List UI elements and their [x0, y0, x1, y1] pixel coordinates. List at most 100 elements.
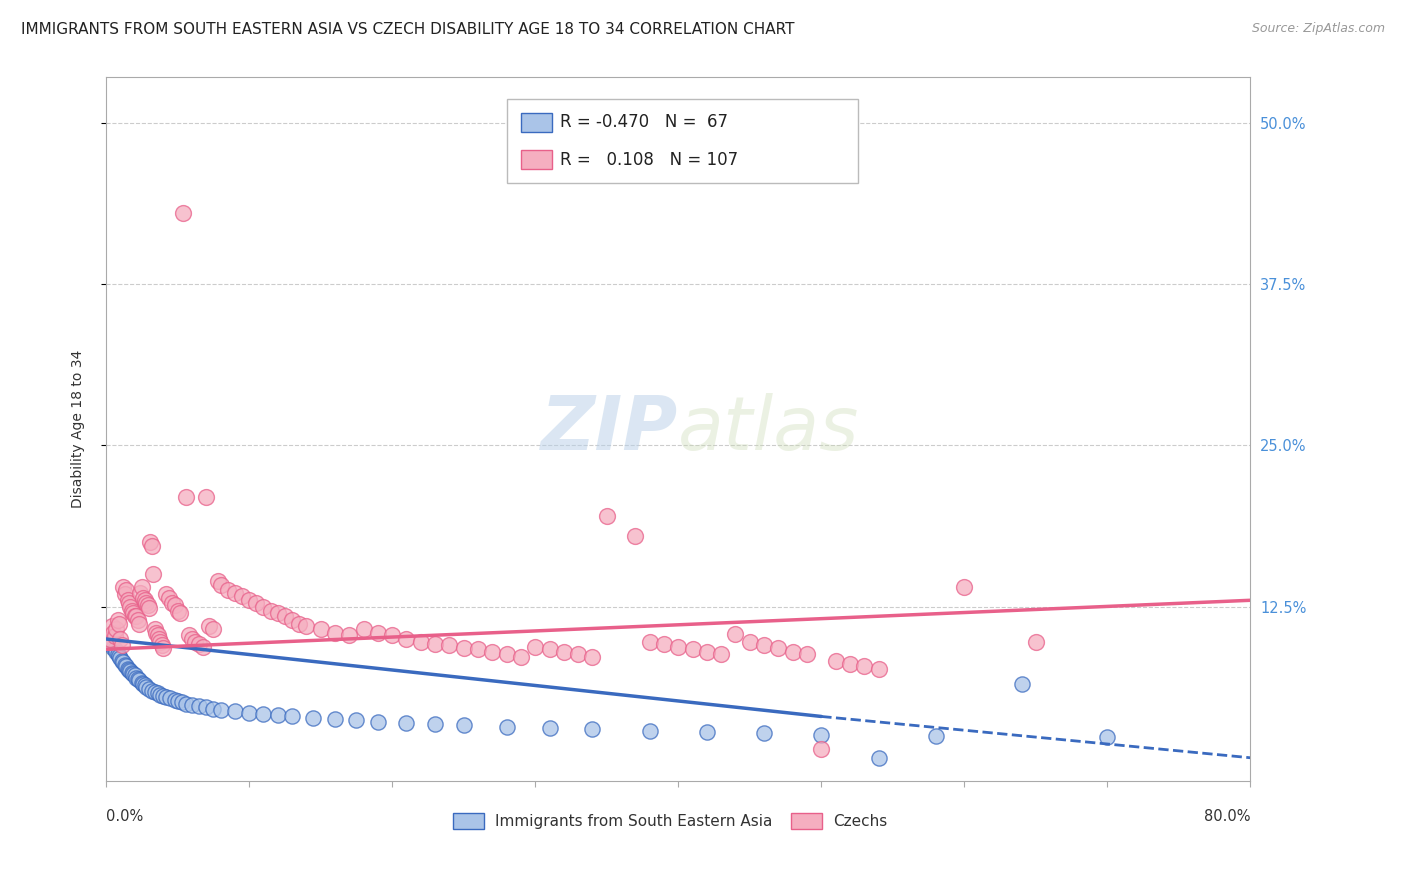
Point [395, 632, 418, 646]
Point [281, 709, 304, 723]
Point [96, 634, 118, 648]
Point [110, 651, 132, 665]
Point [103, 625, 125, 640]
Point [302, 711, 325, 725]
Point [231, 590, 253, 604]
Point [128, 673, 150, 688]
Point [495, 648, 517, 662]
Point [143, 685, 166, 699]
Point [367, 714, 389, 729]
Point [120, 665, 142, 679]
Point [166, 604, 188, 618]
Point [217, 582, 239, 597]
Point [180, 632, 202, 646]
Point [101, 639, 124, 653]
Point [108, 648, 131, 663]
Point [145, 625, 167, 640]
Point [467, 642, 489, 657]
Point [381, 628, 404, 642]
Point [738, 634, 761, 648]
Point [146, 686, 169, 700]
Point [125, 671, 148, 685]
Point [638, 723, 661, 738]
Point [925, 729, 948, 743]
Point [107, 648, 129, 662]
Point [259, 604, 281, 618]
Point [581, 650, 603, 665]
Point [524, 640, 547, 654]
Point [122, 666, 145, 681]
Point [267, 606, 290, 620]
Point [169, 606, 191, 620]
Point [439, 639, 461, 653]
Point [567, 648, 589, 662]
Point [125, 608, 148, 623]
Point [1025, 634, 1047, 648]
Point [224, 704, 246, 718]
Y-axis label: Disability Age 18 to 34: Disability Age 18 to 34 [72, 350, 86, 508]
Point [160, 596, 183, 610]
Point [581, 723, 603, 737]
Text: Czechs: Czechs [832, 814, 887, 829]
Point [163, 692, 186, 706]
Point [652, 637, 675, 651]
Point [638, 634, 661, 648]
Point [344, 714, 367, 728]
Point [538, 721, 561, 735]
Text: atlas: atlas [678, 393, 859, 466]
Point [141, 683, 163, 698]
Point [136, 599, 159, 613]
Point [103, 641, 125, 656]
Point [245, 596, 267, 610]
Text: ZIP: ZIP [541, 392, 678, 466]
Point [288, 616, 311, 631]
Point [188, 699, 211, 714]
Point [124, 668, 146, 682]
Point [252, 706, 274, 721]
Point [155, 690, 177, 704]
Point [120, 599, 142, 614]
Point [295, 619, 318, 633]
Point [170, 695, 193, 709]
Point [138, 601, 160, 615]
Point [110, 632, 132, 646]
Point [538, 642, 561, 657]
Point [274, 608, 297, 623]
Point [127, 613, 149, 627]
Point [132, 677, 155, 691]
Point [193, 640, 215, 654]
Point [107, 613, 129, 627]
Point [710, 648, 733, 662]
Point [953, 580, 976, 594]
Text: R =   0.108   N = 107: R = 0.108 N = 107 [560, 151, 738, 169]
Point [174, 490, 197, 504]
Point [122, 606, 145, 620]
Point [782, 645, 804, 659]
Point [337, 628, 360, 642]
Point [696, 725, 718, 739]
Point [105, 622, 128, 636]
Point [224, 585, 246, 599]
Point [596, 509, 619, 524]
Point [868, 662, 890, 676]
Point [135, 680, 157, 694]
Point [104, 629, 127, 643]
Point [238, 593, 260, 607]
Point [96, 632, 118, 646]
Point [111, 654, 134, 668]
Point [353, 622, 375, 636]
Point [323, 712, 346, 726]
Point [409, 634, 432, 648]
Point [159, 691, 181, 706]
Text: 80.0%: 80.0% [1204, 809, 1250, 824]
Point [209, 578, 232, 592]
Point [129, 585, 152, 599]
Point [624, 529, 647, 543]
Point [141, 539, 163, 553]
Point [139, 535, 162, 549]
Point [98, 632, 121, 646]
Point [114, 657, 136, 672]
Point [127, 672, 149, 686]
Point [152, 689, 174, 703]
Point [112, 655, 135, 669]
